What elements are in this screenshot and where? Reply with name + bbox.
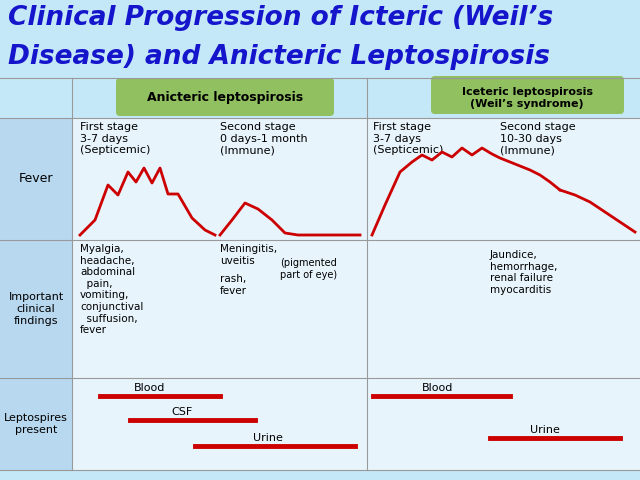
Text: Second stage
10-30 days
(Immune): Second stage 10-30 days (Immune) bbox=[500, 122, 575, 155]
Text: (pigmented
part of eye): (pigmented part of eye) bbox=[280, 258, 337, 279]
Text: Myalgia,
headache,
abdominal
  pain,
vomiting,
conjunctival
  suffusion,
fever: Myalgia, headache, abdominal pain, vomit… bbox=[80, 244, 143, 335]
Text: Blood: Blood bbox=[422, 383, 454, 393]
FancyBboxPatch shape bbox=[116, 78, 334, 116]
Text: Disease) and Anicteric Leptospirosis: Disease) and Anicteric Leptospirosis bbox=[8, 44, 550, 70]
Bar bbox=[0, 78, 640, 118]
Text: First stage
3-7 days
(Septicemic): First stage 3-7 days (Septicemic) bbox=[80, 122, 150, 155]
Bar bbox=[0, 118, 72, 240]
FancyBboxPatch shape bbox=[431, 76, 624, 114]
Bar bbox=[0, 378, 72, 470]
Text: Leptospires
present: Leptospires present bbox=[4, 413, 68, 435]
Text: Anicteric leptospirosis: Anicteric leptospirosis bbox=[147, 92, 303, 105]
Bar bbox=[72, 118, 640, 240]
Text: Meningitis,
uveitis: Meningitis, uveitis bbox=[220, 244, 277, 265]
Text: Clinical Progression of Icteric (Weil’s: Clinical Progression of Icteric (Weil’s bbox=[8, 5, 553, 31]
Text: CSF: CSF bbox=[172, 407, 193, 417]
Bar bbox=[0, 240, 72, 378]
Text: Urine: Urine bbox=[530, 425, 560, 435]
Bar bbox=[72, 240, 640, 378]
Text: Blood: Blood bbox=[134, 383, 166, 393]
Text: Second stage
0 days-1 month
(Immune): Second stage 0 days-1 month (Immune) bbox=[220, 122, 308, 155]
Text: Iceteric leptospirosis
(Weil’s syndrome): Iceteric leptospirosis (Weil’s syndrome) bbox=[461, 87, 593, 109]
Text: Fever: Fever bbox=[19, 172, 53, 185]
Text: First stage
3-7 days
(Septicemic): First stage 3-7 days (Septicemic) bbox=[373, 122, 444, 155]
Text: Jaundice,
hemorrhage,
renal failure
myocarditis: Jaundice, hemorrhage, renal failure myoc… bbox=[490, 250, 557, 295]
Text: Urine: Urine bbox=[253, 433, 283, 443]
Text: Important
clinical
findings: Important clinical findings bbox=[8, 292, 63, 325]
Bar bbox=[72, 378, 640, 470]
Text: rash,
fever: rash, fever bbox=[220, 274, 247, 296]
